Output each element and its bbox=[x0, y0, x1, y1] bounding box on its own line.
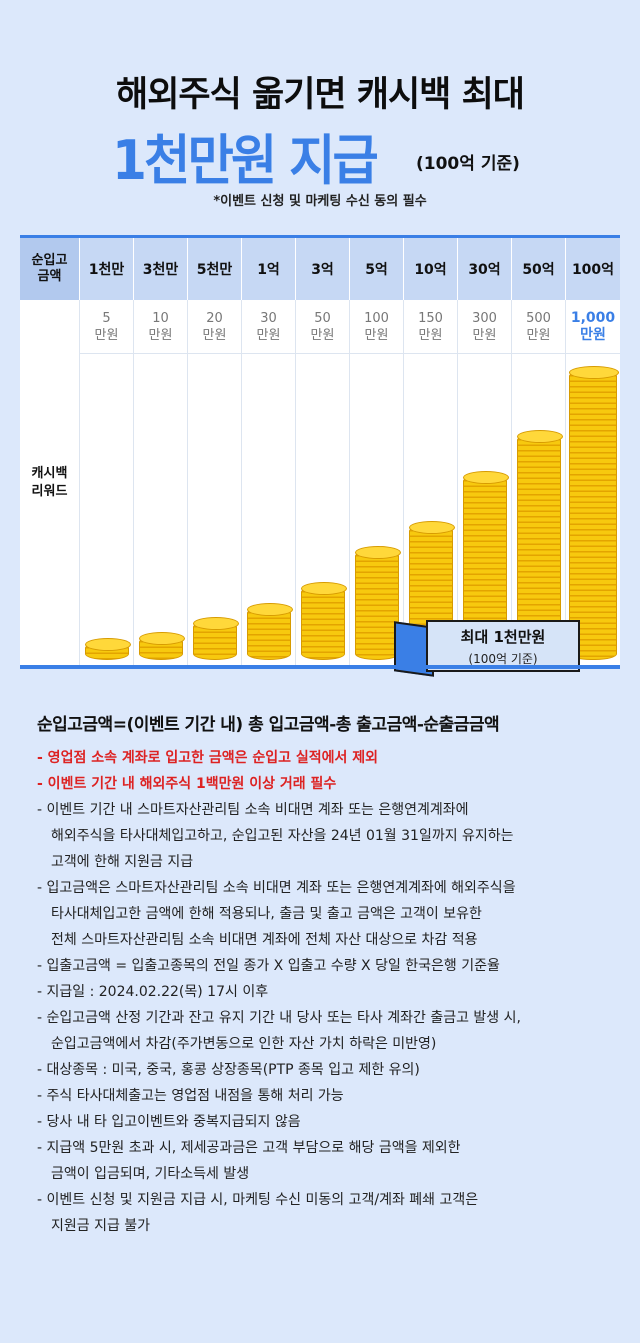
note-item: - 지급액 5만원 초과 시, 제세공과금은 고객 부담으로 해당 금액을 제외… bbox=[37, 1140, 461, 1182]
note-item: - 영업점 소속 계좌로 입고한 금액은 순입고 실적에서 제외 bbox=[37, 750, 379, 766]
notice-text: *이벤트 신청 및 마케팅 수신 동의 필수 bbox=[213, 194, 427, 209]
coin-column bbox=[134, 354, 188, 665]
reward-amount: 20 만원 bbox=[188, 300, 242, 353]
reward-amount-row: 5 만원 10 만원 20 만원 30 만원 50 만원 100 만원 150 … bbox=[80, 300, 620, 354]
reward-row-label: 캐시백 리워드 bbox=[20, 300, 80, 665]
page-title: 해외주식 옮기면 캐시백 최대 bbox=[116, 75, 525, 115]
tier-cell: 1천만 bbox=[80, 238, 134, 300]
tier-cell: 5억 bbox=[350, 238, 404, 300]
headline-basis: (100억 기준) bbox=[416, 154, 520, 174]
coin-column bbox=[296, 354, 350, 665]
reward-amount: 50 만원 bbox=[296, 300, 350, 353]
coin-stack bbox=[139, 632, 185, 660]
coin-stack-area bbox=[80, 354, 620, 665]
note-item: - 이벤트 신청 및 지원금 지급 시, 마케팅 수신 미동의 고객/계좌 폐쇄… bbox=[37, 1192, 479, 1234]
reward-amount-max: 1,000 만원 bbox=[570, 309, 616, 343]
table-bottom-border bbox=[20, 665, 620, 669]
max-reward-banner: 최대 1천만원 (100억 기준) bbox=[394, 620, 580, 677]
coin-column bbox=[458, 354, 512, 665]
coin-column bbox=[512, 354, 566, 665]
coin-column bbox=[188, 354, 242, 665]
coin-stack bbox=[247, 603, 293, 660]
tier-cell: 100억 bbox=[571, 262, 615, 278]
banner-body: 최대 1천만원 (100억 기준) bbox=[426, 620, 580, 672]
tier-cell: 50억 bbox=[512, 238, 566, 300]
reward-amount: 30 만원 bbox=[242, 300, 296, 353]
notes-title: 순입고금액=(이벤트 기간 내) 총 입고금액-총 출고금액-순출금금액 bbox=[37, 715, 500, 735]
banner-title: 최대 1천만원 bbox=[460, 627, 546, 646]
reward-amount: 100 만원 bbox=[350, 300, 404, 353]
tier-header-label: 순입고 금액 bbox=[20, 238, 80, 300]
note-item: - 이벤트 기간 내 해외주식 1백만원 이상 거래 필수 bbox=[37, 776, 337, 792]
reward-amount: 150 만원 bbox=[404, 300, 458, 353]
coin-column bbox=[350, 354, 404, 665]
headline-amount: 1천만원 지급 bbox=[112, 129, 379, 192]
coin-stack bbox=[355, 546, 401, 660]
note-item: - 이벤트 기간 내 스마트자산관리팀 소속 비대면 계좌 또는 은행연계계좌에… bbox=[37, 802, 514, 870]
coin-column bbox=[404, 354, 458, 665]
coin-stack bbox=[193, 617, 239, 660]
coin-column bbox=[242, 354, 296, 665]
notes-list: - 영업점 소속 계좌로 입고한 금액은 순입고 실적에서 제외 - 이벤트 기간… bbox=[37, 745, 617, 1239]
note-item: - 지급일 : 2024.02.22(목) 17시 이후 bbox=[37, 984, 269, 1000]
note-item: - 입출고금액 = 입출고종목의 전일 종가 X 입출고 수량 X 당일 한국은… bbox=[37, 958, 500, 974]
tier-cell: 3억 bbox=[296, 238, 350, 300]
note-item: - 순입고금액 산정 기간과 잔고 유지 기간 내 당사 또는 타사 계좌간 출… bbox=[37, 1010, 521, 1052]
note-item: - 당사 내 타 입고이벤트와 중복지급되지 않음 bbox=[37, 1114, 301, 1130]
coin-stack bbox=[301, 582, 347, 660]
reward-amount: 5 만원 bbox=[80, 300, 134, 353]
note-item: - 입고금액은 스마트자산관리팀 소속 비대면 계좌 또는 은행연계계좌에 해외… bbox=[37, 880, 516, 948]
reward-amount: 300 만원 bbox=[458, 300, 512, 353]
tier-cell: 5천만 bbox=[188, 238, 242, 300]
reward-amount: 500 만원 bbox=[512, 300, 566, 353]
tier-cell: 1억 bbox=[242, 238, 296, 300]
table-top-border bbox=[20, 235, 620, 238]
tier-cell: 30억 bbox=[458, 238, 512, 300]
reward-table: 순입고 금액 1천만 3천만 5천만 1억 3억 5억 10억 30억 50억 … bbox=[20, 235, 620, 677]
note-item: - 대상종목 : 미국, 중국, 홍콩 상장종목(PTP 종목 입고 제한 유의… bbox=[37, 1062, 420, 1078]
coin-stack bbox=[569, 366, 619, 660]
coin-column bbox=[80, 354, 134, 665]
banner-subtitle: (100억 기준) bbox=[468, 651, 538, 666]
note-item: - 주식 타사대체출고는 영업점 내점을 통해 처리 가능 bbox=[37, 1088, 344, 1104]
tier-cell: 3천만 bbox=[134, 238, 188, 300]
coin-stack bbox=[85, 638, 131, 660]
coin-column bbox=[566, 354, 620, 665]
tier-header-row: 순입고 금액 1천만 3천만 5천만 1억 3억 5억 10억 30억 50억 … bbox=[20, 238, 620, 300]
tier-cell: 10억 bbox=[404, 238, 458, 300]
reward-amount: 10 만원 bbox=[134, 300, 188, 353]
reward-body: 캐시백 리워드 5 만원 10 만원 20 만원 30 만원 50 만원 100… bbox=[20, 300, 620, 665]
